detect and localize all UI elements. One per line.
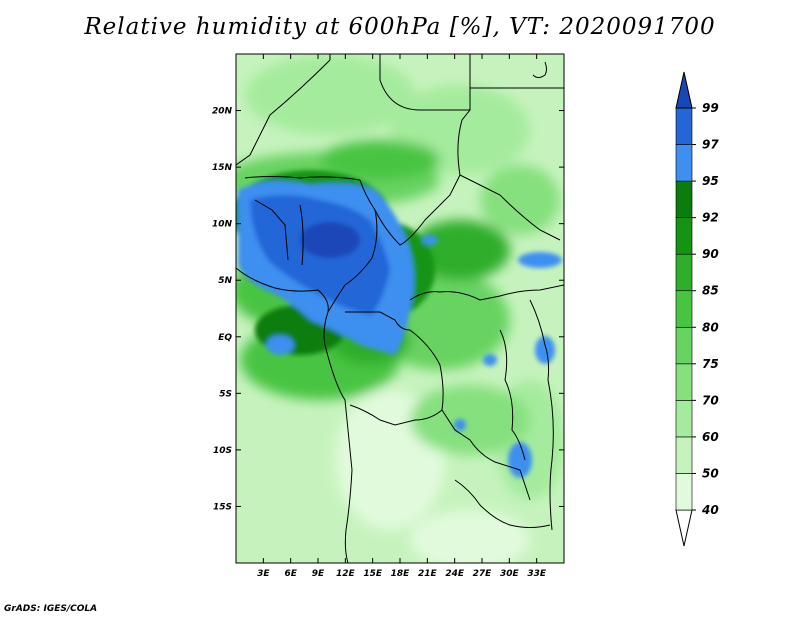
colorbar-box xyxy=(675,144,693,182)
colorbar-box xyxy=(675,400,693,438)
y-axis-ticks: 20N 15N 10N 5N EQ 5S 10S 15S xyxy=(212,107,564,512)
colorbar-box xyxy=(675,180,693,218)
y-tick-label: 5S xyxy=(219,389,232,399)
colorbar-box xyxy=(675,107,693,145)
colorbar-label: 80 xyxy=(702,320,719,334)
x-tick-label: 9E xyxy=(312,569,325,579)
colorbar-box xyxy=(675,217,693,255)
map-title: Relative humidity at 600hPa [%], VT: 202… xyxy=(84,14,716,40)
x-tick-label: 15E xyxy=(363,569,383,579)
y-tick-label: EQ xyxy=(218,333,232,343)
grads-credit: GrADS: IGES/COLA xyxy=(4,604,98,614)
colorbar-label: 90 xyxy=(702,247,719,261)
colorbar-label: 70 xyxy=(702,393,719,407)
y-tick-label: 10S xyxy=(213,446,232,456)
colorbar-label: 60 xyxy=(702,430,719,444)
colorbar-label: 92 xyxy=(702,211,719,225)
colorbar-box xyxy=(675,473,693,511)
colorbar-low-triangle xyxy=(675,509,693,547)
x-tick-label: 24E xyxy=(445,569,465,579)
x-tick-label: 6E xyxy=(284,569,297,579)
y-tick-label: 10N xyxy=(212,220,233,230)
y-tick-label: 15N xyxy=(212,163,233,173)
y-tick-label: 20N xyxy=(212,107,233,117)
colorbar-label: 85 xyxy=(702,284,719,298)
x-tick-label: 18E xyxy=(391,569,411,579)
x-tick-label: 3E xyxy=(257,569,270,579)
x-axis-ticks: 3E 6E 9E 12E 15E 18E 21E 24E 27E 30E 33E xyxy=(257,54,547,579)
colorbar: 40 50 60 70 75 80 85 90 92 95 97 99 xyxy=(675,71,719,547)
colorbar-label: 99 xyxy=(702,101,719,115)
x-tick-label: 12E xyxy=(336,569,356,579)
colorbar-box xyxy=(675,253,693,292)
colorbar-label: 50 xyxy=(702,466,719,480)
colorbar-box xyxy=(675,326,693,365)
colorbar-box xyxy=(675,363,693,401)
x-tick-label: 33E xyxy=(527,569,547,579)
country-boundaries xyxy=(236,54,564,563)
colorbar-label: 40 xyxy=(701,503,719,517)
x-tick-label: 30E xyxy=(500,569,520,579)
y-tick-label: 5N xyxy=(218,276,232,286)
colorbar-box xyxy=(675,290,693,328)
colorbar-high-triangle xyxy=(675,71,693,109)
y-tick-label: 15S xyxy=(213,502,232,512)
humidity-field xyxy=(236,54,564,563)
colorbar-box xyxy=(675,436,693,474)
x-tick-label: 21E xyxy=(418,569,438,579)
x-tick-label: 27E xyxy=(473,569,493,579)
colorbar-label: 97 xyxy=(702,138,719,152)
colorbar-label: 95 xyxy=(702,174,719,188)
colorbar-label: 75 xyxy=(702,357,719,371)
